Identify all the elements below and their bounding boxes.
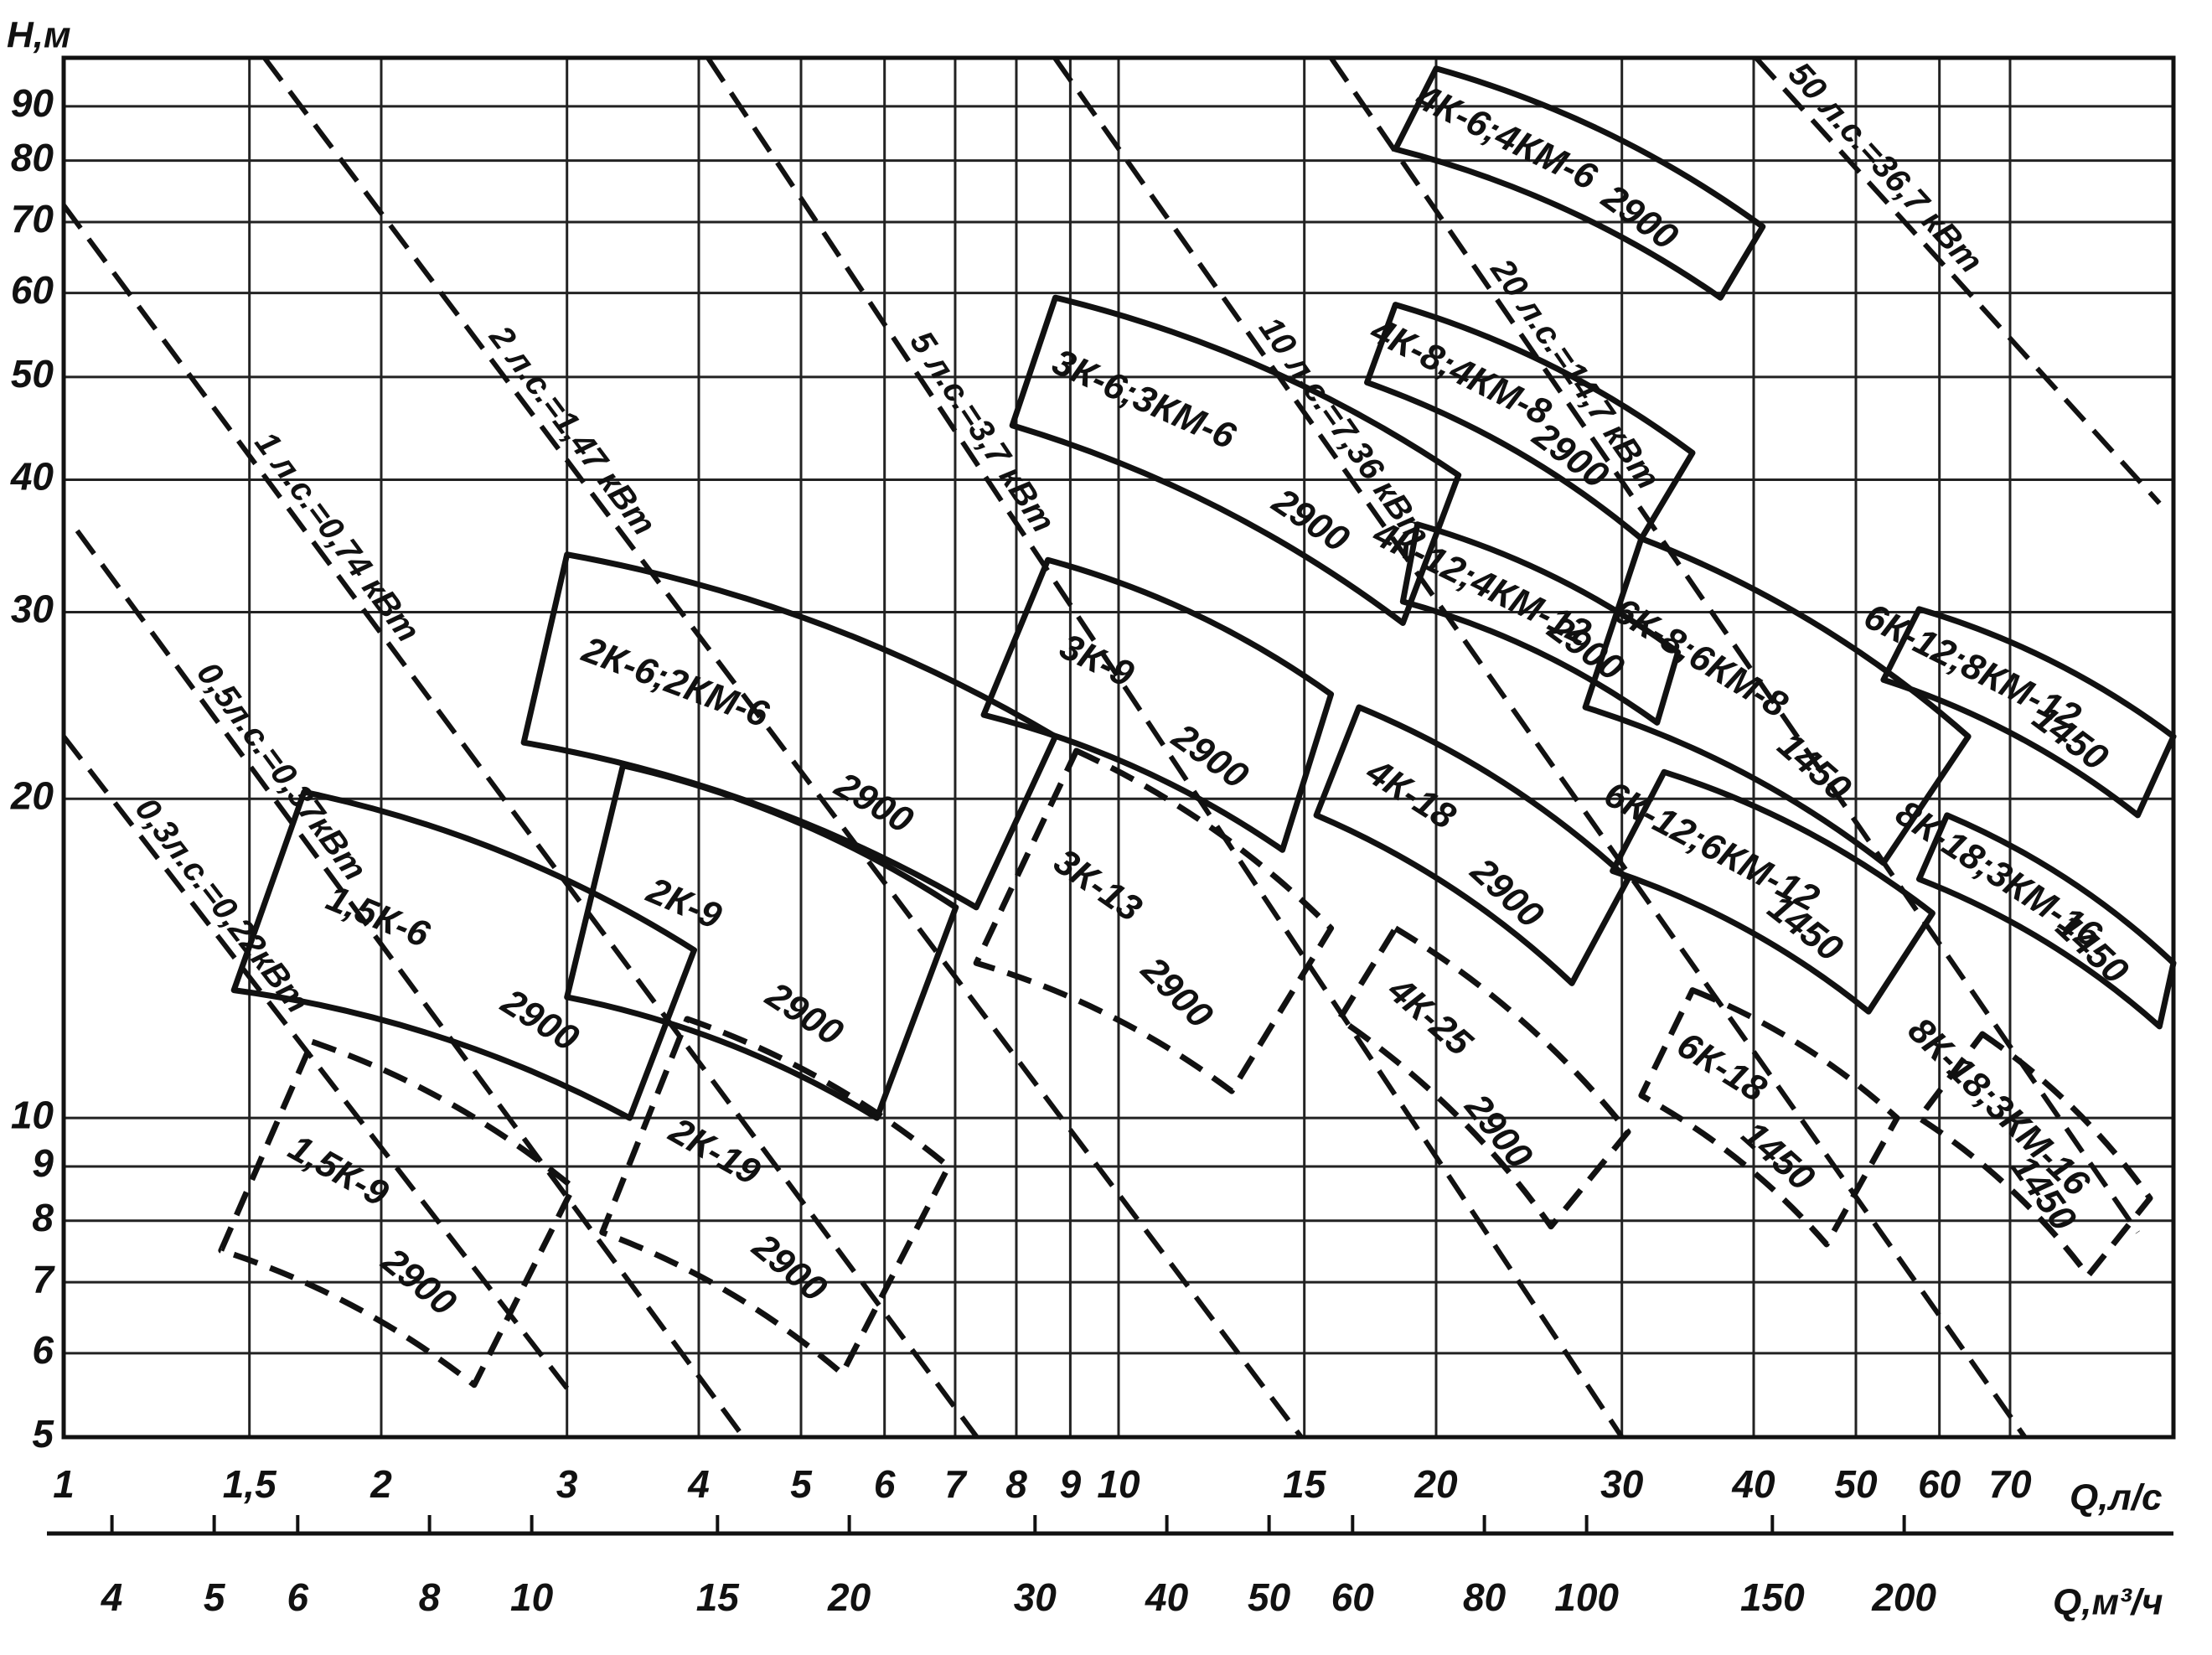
x-tick-label: 10	[1097, 1462, 1140, 1506]
power-line	[1329, 56, 2140, 1234]
y-tick-label: 9	[32, 1141, 54, 1185]
x2-axis-label: Q,м³/ч	[2053, 1582, 2163, 1623]
x2-tick-label: 6	[287, 1575, 309, 1619]
x-tick-label: 8	[1005, 1462, 1027, 1506]
pump-region	[1915, 812, 2177, 1030]
x2-tick-label: 15	[696, 1575, 741, 1619]
x-tick-label: 1,5	[223, 1462, 277, 1506]
pump-region	[980, 556, 1335, 853]
x-tick-label: 20	[1414, 1462, 1458, 1506]
x2-tick-label: 200	[1871, 1575, 1936, 1619]
x2-tick-label: 10	[510, 1575, 554, 1619]
y-tick-label: 5	[32, 1412, 54, 1456]
pump-region	[1364, 302, 1696, 542]
pump-region	[218, 1038, 576, 1389]
plot-frame	[61, 55, 2176, 1440]
pump-region	[1399, 521, 1682, 726]
x2-tick-label: 100	[1554, 1575, 1619, 1619]
y-tick-label: 30	[11, 587, 54, 631]
y-tick-label: 20	[10, 773, 54, 817]
pump-region	[1313, 704, 1631, 986]
pump-region	[230, 789, 697, 1121]
power-line	[61, 735, 570, 1390]
y-tick-label: 50	[11, 352, 54, 396]
power-line	[61, 204, 979, 1439]
x-tick-label: 5	[790, 1462, 813, 1506]
power-line	[1052, 56, 2028, 1439]
x2-tick-label: 4	[101, 1575, 123, 1619]
pump-region	[1582, 535, 1972, 866]
pump-region	[1915, 1031, 2153, 1279]
y-tick-label: 10	[11, 1093, 54, 1136]
y-axis-label: H,м	[7, 15, 71, 56]
y-tick-label: 40	[10, 455, 54, 499]
pump-region	[1392, 65, 1766, 301]
pump-region	[1336, 925, 1631, 1230]
x2-tick-label: 150	[1740, 1575, 1805, 1619]
pump-region	[1009, 294, 1462, 626]
y-tick-label: 90	[11, 81, 54, 125]
x2-tick-label: 80	[1463, 1575, 1507, 1619]
y-tick-label: 8	[32, 1196, 54, 1239]
x-tick-label: 9	[1060, 1462, 1082, 1506]
x-tick-label: 50	[1834, 1462, 1878, 1506]
y-tick-label: 7	[32, 1257, 55, 1301]
x-tick-label: 60	[1918, 1462, 1961, 1506]
x-tick-label: 6	[874, 1462, 896, 1506]
x-tick-label: 40	[1731, 1462, 1775, 1506]
pump-region	[564, 763, 959, 1121]
y-tick-label: 60	[11, 268, 54, 312]
x-tick-label: 2	[370, 1462, 392, 1506]
y-tick-label: 70	[11, 197, 54, 240]
x2-tick-label: 50	[1248, 1575, 1291, 1619]
x-tick-label: 1	[53, 1462, 75, 1506]
power-line	[705, 56, 1625, 1439]
x-axis-label: Q,л/с	[2070, 1477, 2163, 1518]
pump-region	[1638, 987, 1900, 1248]
x-tick-label: 15	[1283, 1462, 1327, 1506]
pump-region	[1880, 606, 2177, 819]
power-line	[75, 529, 746, 1439]
x-tick-label: 70	[1988, 1462, 2032, 1506]
x2-tick-label: 20	[827, 1575, 871, 1619]
y-tick-label: 80	[11, 136, 54, 179]
x2-tick-label: 40	[1145, 1575, 1189, 1619]
pump-region	[973, 747, 1335, 1094]
x2-tick-label: 60	[1331, 1575, 1375, 1619]
x2-tick-label: 8	[419, 1575, 441, 1619]
power-line	[1754, 55, 2162, 505]
x-tick-label: 4	[687, 1462, 710, 1506]
pump-region	[1610, 768, 1936, 1015]
x-tick-label: 7	[944, 1462, 968, 1506]
x2-tick-label: 30	[1014, 1575, 1057, 1619]
power-line	[262, 56, 1304, 1439]
x-tick-label: 30	[1600, 1462, 1644, 1506]
x-tick-label: 3	[556, 1462, 578, 1506]
pump-region	[599, 1016, 952, 1377]
y-tick-label: 6	[32, 1328, 54, 1372]
x2-tick-label: 5	[204, 1575, 226, 1619]
